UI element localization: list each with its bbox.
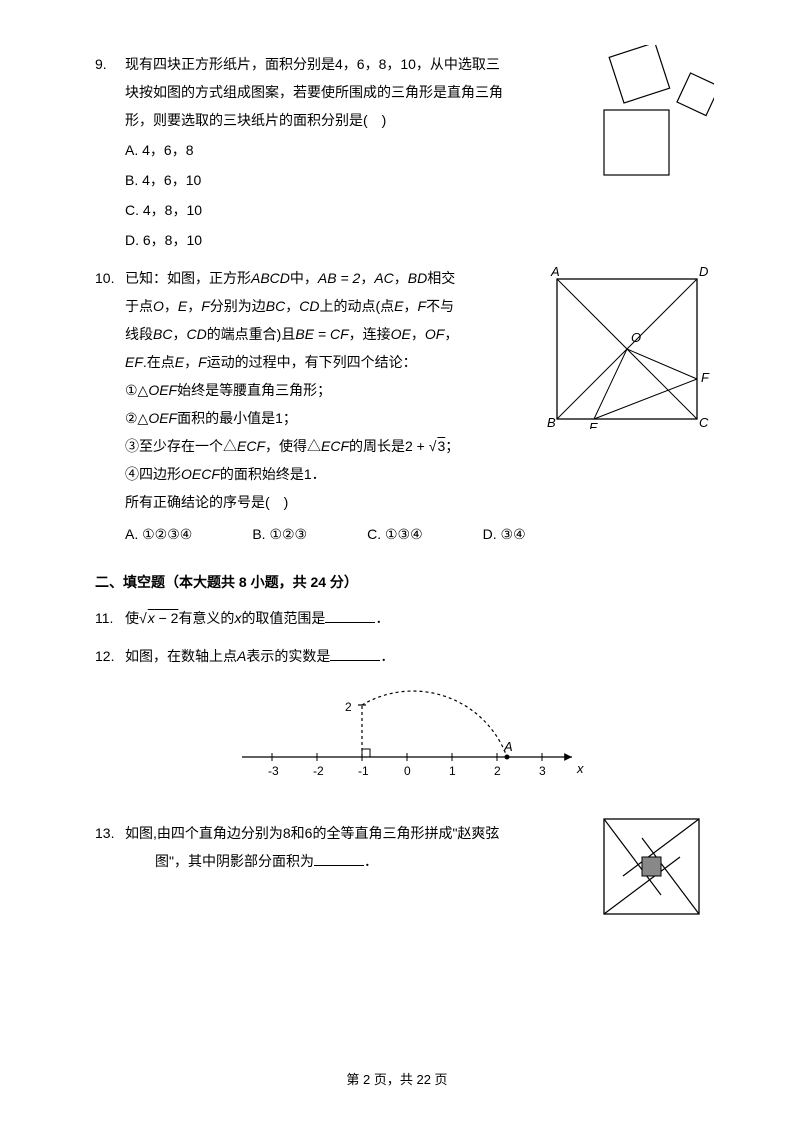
svg-text:-1: -1 xyxy=(358,764,369,778)
svg-text:A: A xyxy=(550,264,560,279)
q13-content: 如图,由四个直角边分别为8和6的全等直角三角形拼成"赵爽弦 图"，其中阴影部分面… xyxy=(125,819,699,875)
q12-text: 如图，在数轴上点A表示的实数是． xyxy=(125,642,699,670)
q9-opt-c: C. 4，8，10 xyxy=(125,196,699,224)
q10-opt-c: C. ①③④ xyxy=(367,520,423,548)
zhaoshuang-diagram-icon xyxy=(599,814,704,919)
q10-opt-d: D. ③④ xyxy=(483,520,526,548)
q13-number: 13. xyxy=(95,819,125,875)
q11-number: 11. xyxy=(95,604,125,632)
q10-conclusion: 所有正确结论的序号是( ) xyxy=(125,488,699,516)
question-9: 9. 现有四块正方形纸片，面积分别是4，6，8，10，从中选取三 块按如图的方式… xyxy=(95,50,699,254)
svg-text:B: B xyxy=(547,415,556,429)
svg-text:-2: -2 xyxy=(313,764,324,778)
question-11: 11. 使√x − 2有意义的x的取值范围是． xyxy=(95,604,699,632)
q10-opt-a: A. ①②③④ xyxy=(125,520,192,548)
svg-text:2: 2 xyxy=(345,700,352,714)
question-13: 13. 如图,由四个直角边分别为8和6的全等直角三角形拼成"赵爽弦 图"，其中阴… xyxy=(95,819,699,875)
svg-text:F: F xyxy=(701,370,710,385)
q10-number: 10. xyxy=(95,264,125,548)
q12-figure: -3 -2 -1 0 1 2 3 x 2 A xyxy=(232,685,592,794)
svg-text:-3: -3 xyxy=(268,764,279,778)
svg-text:D: D xyxy=(699,264,708,279)
pythagoras-squares-icon xyxy=(579,45,714,180)
q9-opt-d: D. 6，8，10 xyxy=(125,226,699,254)
q9-content: 现有四块正方形纸片，面积分别是4，6，8，10，从中选取三 块按如图的方式组成图… xyxy=(125,50,699,254)
svg-text:C: C xyxy=(699,415,709,429)
q11-content: 使√x − 2有意义的x的取值范围是． xyxy=(125,604,699,632)
svg-text:E: E xyxy=(589,420,598,429)
number-line-icon: -3 -2 -1 0 1 2 3 x 2 A xyxy=(232,685,592,785)
q13-figure xyxy=(599,814,704,928)
blank-13 xyxy=(314,852,364,866)
svg-text:O: O xyxy=(631,330,641,345)
svg-text:3: 3 xyxy=(539,764,546,778)
section-2-header: 二、填空题（本大题共 8 小题，共 24 分） xyxy=(95,568,699,596)
q12-content: 如图，在数轴上点A表示的实数是． - xyxy=(125,642,699,809)
blank-11 xyxy=(325,609,375,623)
square-diagonals-icon: A D B C O E F xyxy=(539,264,714,429)
svg-text:A: A xyxy=(503,739,513,754)
q10-content: 已知：如图，正方形ABCD中，AB = 2，AC，BD相交 于点O，E，F分别为… xyxy=(125,264,699,548)
svg-text:1: 1 xyxy=(449,764,456,778)
q10-opt-b: B. ①②③ xyxy=(252,520,307,548)
question-10: 10. 已知：如图，正方形ABCD中，AB = 2，AC，BD相交 于点O，E，… xyxy=(95,264,699,548)
q9-figure xyxy=(579,45,714,189)
svg-text:2: 2 xyxy=(494,764,501,778)
svg-text:x: x xyxy=(576,761,584,776)
question-12: 12. 如图，在数轴上点A表示的实数是． xyxy=(95,642,699,809)
svg-text:0: 0 xyxy=(404,764,411,778)
blank-12 xyxy=(330,647,380,661)
q10-options: A. ①②③④ B. ①②③ C. ①③④ D. ③④ xyxy=(125,520,699,548)
q10-stmt4: ④四边形OECF的面积始终是1． xyxy=(125,460,699,488)
page-footer: 第 2 页，共 22 页 xyxy=(0,1067,794,1093)
q10-figure: A D B C O E F xyxy=(539,264,714,438)
q9-number: 9. xyxy=(95,50,125,254)
q12-number: 12. xyxy=(95,642,125,809)
